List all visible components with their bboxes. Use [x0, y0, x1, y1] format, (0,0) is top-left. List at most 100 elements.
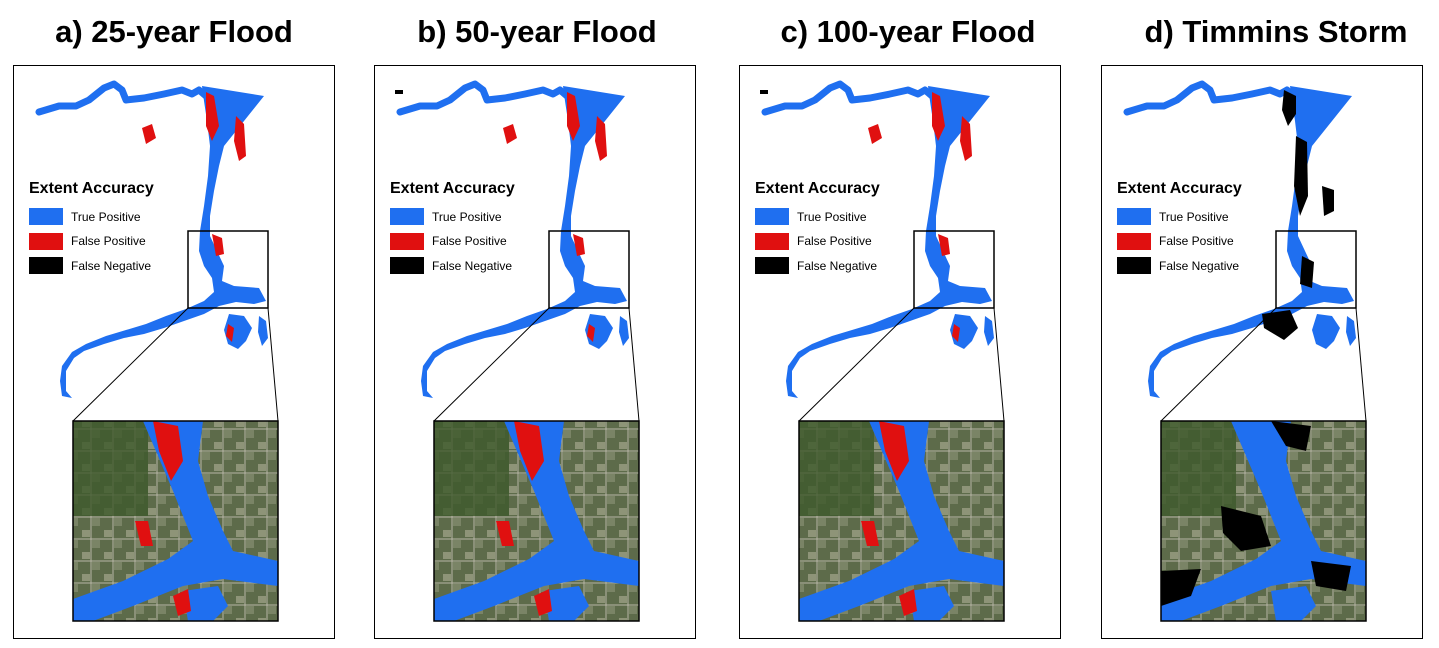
- inset-false-positive-area: [496, 521, 514, 546]
- inset-false-positive-area: [135, 521, 153, 546]
- legend-label: True Positive: [71, 209, 141, 224]
- southeast-channel: [619, 316, 629, 346]
- false-positive-areas: [868, 92, 972, 342]
- inset-false-positive-area: [861, 521, 879, 546]
- legend-item-false-negative: False Negative: [755, 256, 880, 275]
- connector-line: [433, 307, 550, 422]
- false-negative-area: [395, 90, 403, 94]
- inset-view: [434, 421, 639, 621]
- false-negative-swatch: [755, 257, 789, 274]
- legend-item-false-positive: False Positive: [390, 232, 515, 251]
- flood-extent: [396, 80, 629, 398]
- legend-label: False Positive: [71, 234, 146, 248]
- inset-false-positive: [496, 421, 552, 616]
- legend-label: True Positive: [432, 209, 502, 224]
- connector-line: [267, 307, 279, 422]
- false-positive-swatch: [755, 232, 789, 250]
- inset-river: [799, 421, 1004, 621]
- map-panel-c: Extent Accuracy True Positive False Posi…: [739, 65, 1061, 639]
- forest-area: [73, 421, 148, 516]
- southeast-channel: [258, 316, 268, 346]
- false-negative-swatch: [1117, 257, 1151, 274]
- false-positive-area: [595, 116, 607, 161]
- false-positive-area: [567, 92, 580, 141]
- legend-item-false-negative: False Negative: [29, 256, 154, 275]
- false-positive-area: [226, 324, 234, 342]
- flood-map-b: [395, 80, 640, 622]
- legend-item-false-positive: False Positive: [755, 232, 880, 251]
- panel-title-d: d) Timmins Storm: [1144, 14, 1408, 49]
- inset-false-negative-area: [1161, 569, 1201, 606]
- legend-label: False Negative: [71, 258, 152, 273]
- legend-item-false-positive: False Positive: [1117, 232, 1242, 251]
- inset-false-positive-area: [899, 589, 917, 616]
- false-positive-areas: [142, 92, 246, 342]
- legend-label: False Positive: [432, 234, 507, 248]
- false-positive-area: [868, 124, 882, 144]
- zoom-box: [1275, 230, 1357, 309]
- false-negative-area: [1294, 136, 1308, 216]
- connector-line: [1355, 307, 1367, 422]
- inset-false-negative-area: [1221, 506, 1271, 551]
- connector-line: [72, 307, 189, 422]
- west-channel: [396, 80, 571, 116]
- forest-area: [799, 421, 874, 516]
- false-positive-area: [142, 124, 156, 144]
- inset-false-positive-area: [514, 421, 544, 481]
- inset-frame: [798, 420, 1005, 622]
- forest-area: [434, 421, 509, 516]
- true-positive-swatch: [29, 208, 63, 225]
- west-channel: [1123, 80, 1298, 116]
- legend-item-false-negative: False Negative: [1117, 256, 1242, 275]
- inset-false-negative: [1161, 421, 1351, 606]
- legend-item-false-negative: False Negative: [390, 256, 515, 275]
- flood-map-a: [35, 80, 279, 622]
- inset-false-positive-area: [173, 589, 191, 616]
- inset-frame: [1160, 420, 1367, 622]
- false-negative-area: [760, 90, 768, 94]
- legend: Extent Accuracy True Positive False Posi…: [755, 180, 880, 281]
- true-positive-swatch: [390, 208, 424, 225]
- legend-item-true-positive: True Positive: [29, 207, 154, 226]
- false-negative-areas: [395, 90, 403, 94]
- legend-title: Extent Accuracy: [755, 180, 880, 197]
- false-negative-area: [1300, 256, 1314, 288]
- false-negative-area: [1322, 186, 1334, 216]
- flood-map-d: [1123, 80, 1367, 622]
- inset-south-channel: [909, 586, 954, 621]
- inset-view: [1161, 421, 1366, 621]
- inset-frame: [72, 420, 279, 622]
- inset-river: [73, 421, 278, 621]
- legend-item-true-positive: True Positive: [390, 207, 515, 226]
- false-positive-area: [952, 324, 960, 342]
- false-positive-area: [234, 116, 246, 161]
- inset-false-positive-area: [879, 421, 909, 481]
- panel-title-a: a) 25-year Flood: [55, 14, 293, 49]
- false-positive-areas: [503, 92, 607, 342]
- main-river: [421, 86, 627, 398]
- legend-label: False Positive: [797, 234, 872, 248]
- false-negative-swatch: [390, 257, 424, 274]
- legend-label: True Positive: [1159, 209, 1229, 224]
- connector-line: [798, 307, 915, 422]
- legend-item-false-positive: False Positive: [29, 232, 154, 251]
- legend-label: False Positive: [1159, 234, 1234, 248]
- false-positive-area: [932, 92, 945, 141]
- connector-line: [1160, 307, 1277, 422]
- inset-false-positive-area: [153, 421, 183, 481]
- false-negative-area: [1282, 90, 1296, 126]
- legend: Extent Accuracy True Positive False Posi…: [29, 180, 154, 281]
- south-channel: [1312, 314, 1340, 349]
- connector-line: [628, 307, 640, 422]
- inset-river: [434, 421, 639, 621]
- legend-label: True Positive: [797, 209, 867, 224]
- inset-false-negative-area: [1311, 561, 1351, 591]
- map-panel-b: Extent Accuracy True Positive False Posi…: [374, 65, 696, 639]
- panel-title-c: c) 100-year Flood: [780, 14, 1036, 49]
- flood-map-c: [760, 80, 1005, 622]
- false-positive-area: [587, 324, 595, 342]
- legend-title: Extent Accuracy: [29, 180, 154, 197]
- southeast-channel: [1346, 316, 1356, 346]
- map-panel-d: Extent Accuracy True Positive False Posi…: [1101, 65, 1423, 639]
- zoom-box: [548, 230, 630, 309]
